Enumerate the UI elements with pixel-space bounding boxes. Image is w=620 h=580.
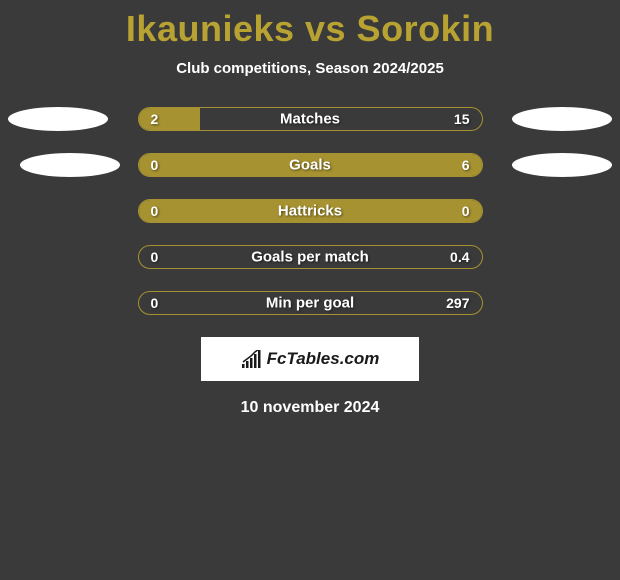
bar-label: Goals per match [251, 249, 369, 266]
page-subtitle: Club competitions, Season 2024/2025 [176, 60, 444, 77]
bar-container: 0 Min per goal 297 [138, 291, 483, 315]
logo-text: FcTables.com [267, 349, 380, 369]
stat-row-goals-per-match: 0 Goals per match 0.4 [0, 245, 620, 269]
stat-row-matches: 2 Matches 15 [0, 107, 620, 131]
team-left-marker [8, 107, 108, 131]
stat-row-hattricks: 0 Hattricks 0 [0, 199, 620, 223]
team-right-marker [512, 107, 612, 131]
bar-value-left: 0 [151, 295, 159, 311]
chart-icon [241, 350, 261, 368]
bar-value-left: 0 [151, 157, 159, 173]
bar-value-right: 0.4 [450, 249, 469, 265]
bar-container: 0 Goals 6 [138, 153, 483, 177]
stat-row-min-per-goal: 0 Min per goal 297 [0, 291, 620, 315]
bar-container: 0 Goals per match 0.4 [138, 245, 483, 269]
team-left-marker [20, 153, 120, 177]
stat-row-goals: 0 Goals 6 [0, 153, 620, 177]
team-right-marker [512, 153, 612, 177]
bar-container: 0 Hattricks 0 [138, 199, 483, 223]
bar-value-right: 6 [462, 157, 470, 173]
bar-label: Goals [289, 157, 331, 174]
bar-value-left: 0 [151, 249, 159, 265]
site-logo[interactable]: FcTables.com [201, 337, 419, 381]
stats-bars-area: 2 Matches 15 0 Goals 6 0 Hattricks 0 [0, 107, 620, 315]
bar-container: 2 Matches 15 [138, 107, 483, 131]
bar-value-left: 0 [151, 203, 159, 219]
bar-value-right: 297 [446, 295, 469, 311]
date-text: 10 november 2024 [241, 399, 380, 417]
bar-value-right: 0 [462, 203, 470, 219]
page-title: Ikaunieks vs Sorokin [126, 8, 494, 50]
bar-label: Matches [280, 111, 340, 128]
bar-label: Min per goal [266, 295, 354, 312]
bar-value-left: 2 [151, 111, 159, 127]
bar-value-right: 15 [454, 111, 470, 127]
bar-fill-left [139, 108, 201, 130]
bar-label: Hattricks [278, 203, 342, 220]
